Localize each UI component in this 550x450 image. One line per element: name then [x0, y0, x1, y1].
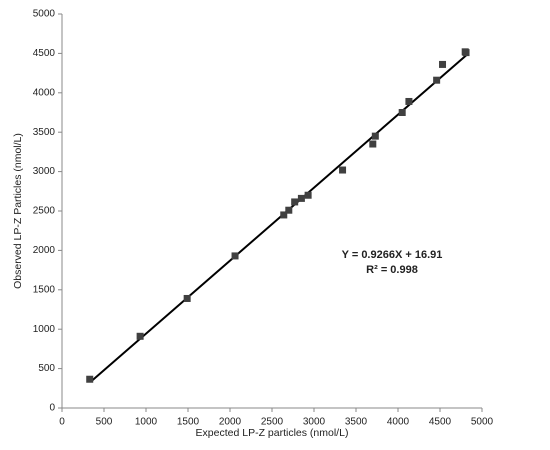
point	[433, 76, 441, 84]
point	[405, 97, 413, 105]
point	[371, 132, 379, 140]
x-tick-label: 1500	[177, 417, 200, 428]
y-tick-label: 500	[38, 363, 55, 374]
point	[369, 140, 377, 148]
point	[291, 198, 299, 206]
point	[439, 60, 447, 68]
point	[398, 109, 406, 116]
y-tick-label: 4500	[33, 48, 56, 59]
x-tick-label: 1000	[135, 417, 158, 428]
x-tick-label: 0	[59, 417, 65, 428]
point	[280, 211, 288, 219]
point	[462, 49, 470, 57]
r-squared: R² = 0.998	[366, 264, 418, 276]
y-tick-label: 4000	[33, 87, 56, 98]
x-tick-label: 4000	[387, 417, 410, 428]
point	[304, 191, 312, 199]
x-tick-label: 500	[96, 417, 113, 428]
point	[183, 294, 191, 302]
y-tick-label: 3000	[33, 166, 56, 177]
point	[86, 375, 94, 383]
point	[339, 166, 347, 174]
x-axis-title: Expected LP-Z particles (nmol/L)	[196, 427, 349, 439]
y-tick-label: 5000	[33, 9, 56, 20]
x-tick-label: 3000	[303, 417, 326, 428]
y-tick-label: 1500	[33, 284, 56, 295]
x-tick-label: 4500	[429, 417, 452, 428]
y-tick-label: 1000	[33, 324, 56, 335]
x-tick-label: 2500	[261, 417, 284, 428]
equation: Y = 0.9266X + 16.91	[342, 249, 443, 261]
point	[285, 206, 293, 214]
y-tick-label: 3500	[33, 127, 56, 138]
y-axis-title: Observed LP-Z Particles (nmol/L)	[12, 133, 24, 289]
x-tick-label: 5000	[471, 417, 494, 428]
x-tick-label: 2000	[219, 417, 242, 428]
point	[136, 332, 144, 340]
y-tick-label: 2000	[33, 245, 56, 256]
x-tick-label: 3500	[345, 417, 368, 428]
y-tick-label: 0	[49, 403, 55, 414]
point	[231, 252, 239, 260]
point	[297, 194, 305, 202]
y-tick-label: 2500	[33, 206, 56, 217]
